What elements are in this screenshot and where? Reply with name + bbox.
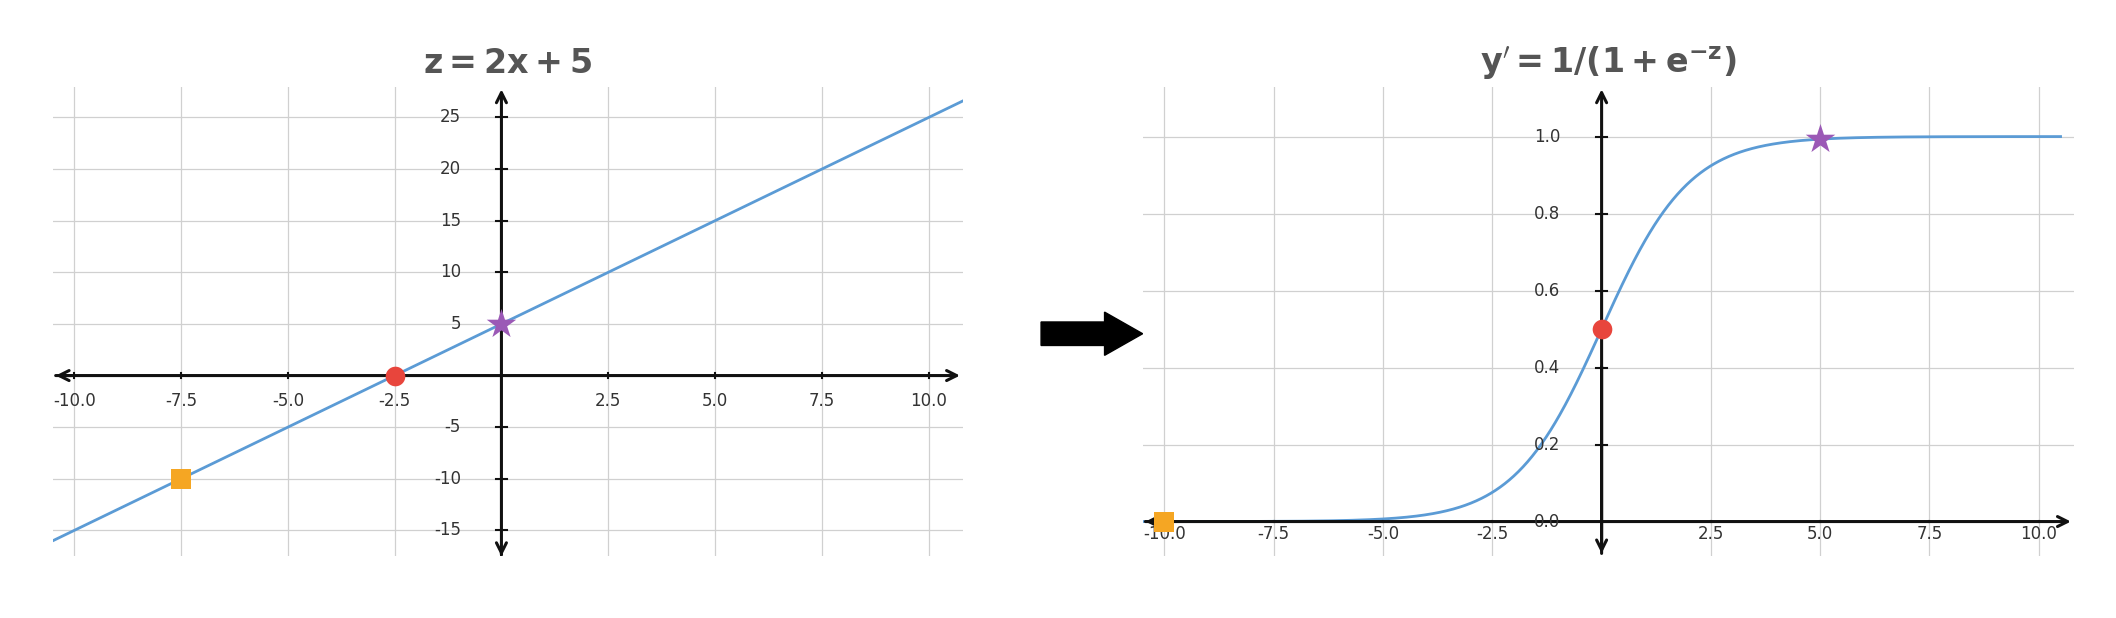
Text: 25: 25 (440, 109, 461, 127)
Text: -10.0: -10.0 (1143, 525, 1185, 543)
Point (1585, 324, 1619, 334)
Text: 5.0: 5.0 (1807, 525, 1832, 543)
Text: 10.0: 10.0 (910, 392, 948, 410)
Point (485, 319, 518, 329)
Text: -5: -5 (444, 418, 461, 436)
Text: 20: 20 (440, 160, 461, 178)
Text: -15: -15 (434, 522, 461, 540)
Text: -7.5: -7.5 (1257, 525, 1291, 543)
Point (1147, 517, 1181, 527)
Text: -5.0: -5.0 (271, 392, 305, 410)
Text: 10: 10 (440, 263, 461, 281)
Text: -5.0: -5.0 (1367, 525, 1399, 543)
Point (379, 371, 413, 381)
Text: 15: 15 (440, 212, 461, 230)
Text: 7.5: 7.5 (808, 392, 836, 410)
Text: -10: -10 (434, 470, 461, 488)
Text: 2.5: 2.5 (1697, 525, 1725, 543)
Text: -2.5: -2.5 (379, 392, 411, 410)
Text: -7.5: -7.5 (165, 392, 197, 410)
Point (1803, 134, 1837, 144)
Text: 0.8: 0.8 (1534, 205, 1559, 222)
Text: -10.0: -10.0 (53, 392, 95, 410)
Title: $\bf{z = 2x + 5}$: $\bf{z = 2x + 5}$ (423, 46, 592, 80)
Text: 1.0: 1.0 (1534, 127, 1559, 146)
Text: 2.5: 2.5 (595, 392, 622, 410)
Text: 10.0: 10.0 (2021, 525, 2057, 543)
Text: 0.2: 0.2 (1534, 436, 1559, 454)
Title: $\bf{y' = 1 / (1 + e^{-z})}$: $\bf{y' = 1 / (1 + e^{-z})}$ (1479, 44, 1737, 82)
Text: 0.0: 0.0 (1534, 512, 1559, 530)
Text: 5: 5 (451, 315, 461, 333)
Text: 0.4: 0.4 (1534, 358, 1559, 376)
Text: 0.6: 0.6 (1534, 282, 1559, 300)
Point (165, 474, 199, 484)
Text: 7.5: 7.5 (1917, 525, 1942, 543)
Text: 5.0: 5.0 (703, 392, 728, 410)
Text: -2.5: -2.5 (1477, 525, 1509, 543)
